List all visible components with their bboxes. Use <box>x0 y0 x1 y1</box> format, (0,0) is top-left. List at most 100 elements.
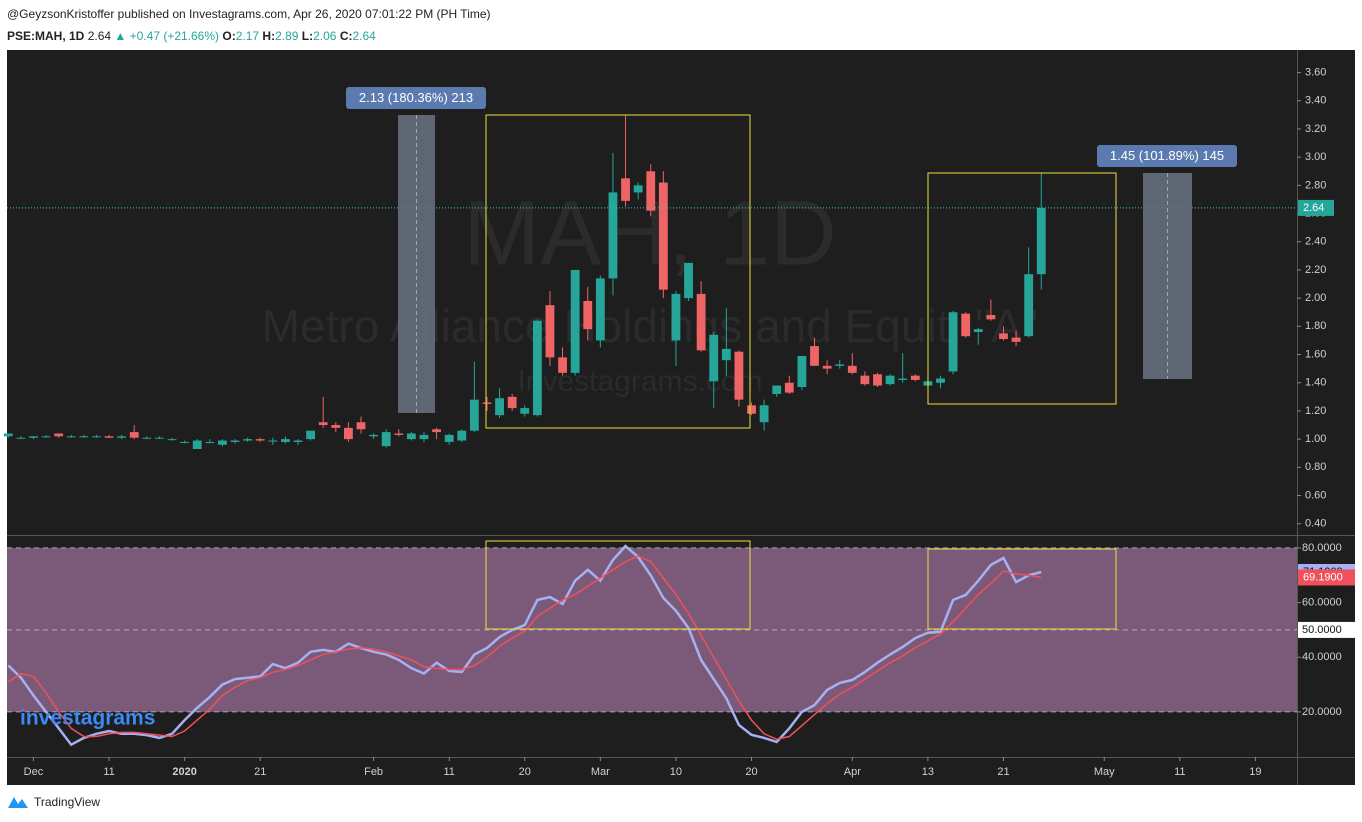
candle-body <box>961 313 971 337</box>
low-label: L: <box>301 29 314 43</box>
candle-body <box>570 269 580 373</box>
y-tick-label: 3.00 <box>1305 151 1326 163</box>
candle-body <box>243 439 253 441</box>
y-tick-label: 0.40 <box>1305 518 1326 530</box>
highlight-box <box>485 114 751 429</box>
y-tick-label: 3.60 <box>1305 66 1326 78</box>
candle-body <box>936 378 945 383</box>
candle-body <box>255 439 265 441</box>
last-price-label: 2.64 <box>1303 202 1324 214</box>
y-tick-label: 1.40 <box>1305 377 1326 389</box>
footer: TradingView <box>8 795 100 809</box>
measure-label-bg <box>346 87 486 109</box>
candle-body <box>709 334 719 382</box>
candle-body <box>784 382 794 393</box>
y-tick-label: 2.40 <box>1305 236 1326 248</box>
candle-body <box>822 365 832 369</box>
candle-body <box>621 178 630 201</box>
candle-body <box>545 305 555 358</box>
x-tick-label: 13 <box>922 766 934 778</box>
watermark-name: Metro Alliance Holdings and Equit. "A" <box>262 300 1039 352</box>
low-value: 2.06 <box>313 29 337 43</box>
candle-body <box>79 436 89 438</box>
y-tick-label: 3.20 <box>1305 123 1326 135</box>
candle-body <box>230 440 240 442</box>
watermark-site: Investagrams.com <box>517 365 762 398</box>
indicator-line <box>7 555 1042 740</box>
candle-body <box>444 434 454 442</box>
open-label: O: <box>222 29 236 43</box>
x-tick-label: 21 <box>997 766 1009 778</box>
y-tick-label: 60.0000 <box>1302 596 1342 608</box>
close-value: 2.64 <box>352 29 376 43</box>
x-tick-label: 11 <box>103 766 114 778</box>
y-tick-label: 3.40 <box>1305 95 1326 107</box>
candle-body <box>29 436 38 438</box>
highlight-box <box>485 540 751 630</box>
candle-body <box>583 300 593 330</box>
logo: investagrams <box>20 707 155 730</box>
last-price-label-bg <box>1298 199 1334 216</box>
measure-label: 1.45 (101.89%) 145 <box>1110 148 1224 163</box>
candle-body <box>520 408 530 414</box>
candle-body <box>142 437 152 439</box>
candle-body <box>192 440 202 449</box>
candle-body <box>646 171 656 211</box>
candle-body <box>532 320 542 416</box>
candle-body <box>16 437 26 439</box>
indicator-line <box>7 544 1042 747</box>
publisher-line: @GeyzsonKristoffer published on Investag… <box>7 7 491 21</box>
x-tick-label: 21 <box>254 766 266 778</box>
brand: TradingView <box>34 795 100 809</box>
candle-body <box>129 432 139 438</box>
candle-body <box>54 433 64 437</box>
close-label: C: <box>339 29 353 43</box>
highlight-box <box>927 548 1117 630</box>
y-tick-label: 2.20 <box>1305 264 1326 276</box>
candle-body <box>558 357 567 373</box>
candle-body <box>973 329 983 332</box>
candle-body <box>810 346 819 366</box>
candle-body <box>394 433 404 435</box>
x-tick-label: 2020 <box>172 766 196 778</box>
candle-body <box>406 433 416 440</box>
x-tick-label: 11 <box>1174 766 1185 778</box>
x-tick-label: May <box>1094 766 1115 778</box>
candle-body <box>860 375 870 385</box>
candle-body <box>280 439 290 442</box>
candle-body <box>671 293 681 341</box>
level-label: 50.0000 <box>1302 624 1342 636</box>
y-tick-label: 0.80 <box>1305 461 1326 473</box>
candle-body <box>180 441 190 443</box>
candle-body <box>92 436 101 438</box>
y-tick-label: 0.60 <box>1305 489 1326 501</box>
x-tick-label: 11 <box>443 766 454 778</box>
candle-body <box>66 436 76 438</box>
candle-body <box>331 425 341 428</box>
x-tick-label: Mar <box>591 766 610 778</box>
candle-body <box>117 436 127 438</box>
last-value-label-bg <box>1298 569 1355 586</box>
x-tick-label: 19 <box>1249 766 1261 778</box>
candle-body <box>1036 207 1046 275</box>
candle-body <box>469 399 479 431</box>
last-value-label: 69.1900 <box>1303 571 1343 583</box>
high-label: H: <box>262 29 276 43</box>
candle-body <box>205 441 215 443</box>
x-tick-label: Feb <box>364 766 383 778</box>
level-label-bg <box>1298 621 1355 638</box>
x-tick-label: 20 <box>519 766 531 778</box>
candle-body <box>772 385 782 395</box>
candle-body <box>104 436 114 438</box>
last-price: 2.64 <box>87 29 112 43</box>
candle-body <box>1024 274 1034 337</box>
x-tick-label: Apr <box>844 766 861 778</box>
candle-body <box>482 402 492 404</box>
highlight-box <box>927 172 1117 405</box>
candle-body <box>155 437 164 439</box>
candle-body <box>910 375 920 380</box>
candle-body <box>218 440 227 445</box>
candle-body <box>457 430 467 441</box>
symbol: PSE:MAH, 1D <box>7 29 85 43</box>
